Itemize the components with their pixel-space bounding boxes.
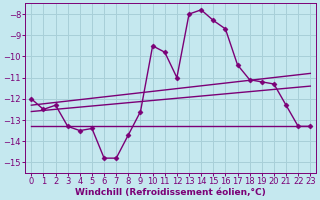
X-axis label: Windchill (Refroidissement éolien,°C): Windchill (Refroidissement éolien,°C) bbox=[76, 188, 266, 197]
